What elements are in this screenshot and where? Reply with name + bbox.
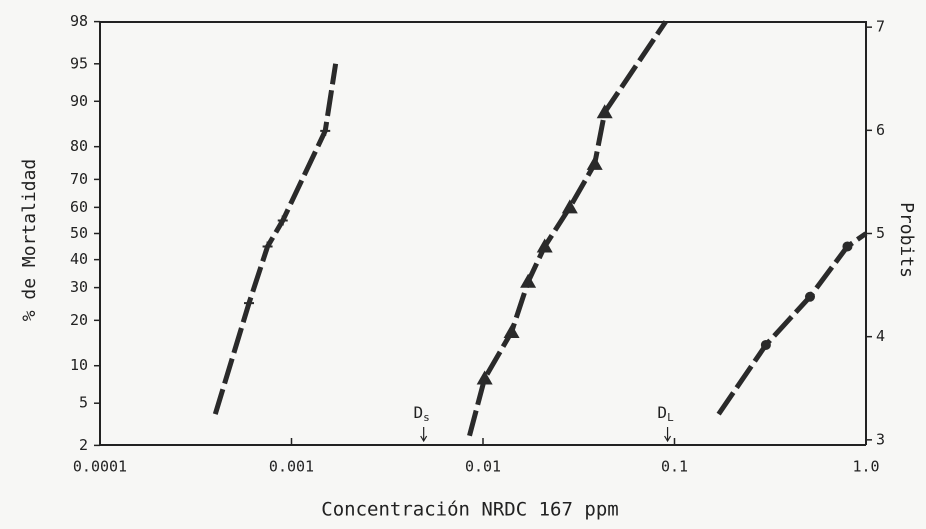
y-tick-label: 90: [70, 92, 88, 110]
y2-tick-label: 7: [876, 18, 885, 36]
annotation-arrow: [664, 427, 672, 443]
x-tick-label: 0.001: [269, 458, 314, 476]
data-point: [503, 323, 520, 338]
data-point: [804, 291, 815, 302]
y-tick-label: 40: [70, 250, 88, 268]
annotation: DL: [657, 403, 674, 425]
y-tick-label: 20: [70, 311, 88, 329]
annotation-arrow: [420, 427, 428, 443]
x-tick-label: 0.01: [465, 458, 501, 476]
y2-tick-label: 3: [876, 430, 885, 448]
x-tick-label: 1.0: [852, 458, 879, 476]
y-tick-label: 2: [79, 436, 88, 454]
data-point: [262, 241, 273, 252]
y2-tick-label: 5: [876, 224, 885, 242]
data-point: [476, 370, 493, 385]
annotation-text: D: [657, 403, 667, 422]
y-tick-label: 30: [70, 278, 88, 296]
annotation-sub: L: [667, 411, 674, 424]
data-line: [467, 20, 668, 437]
y-tick-label: 95: [70, 54, 88, 72]
data-point: [277, 215, 288, 226]
y-tick-label: 60: [70, 198, 88, 216]
y2-axis-label: Probits: [896, 202, 917, 278]
y-tick-label: 70: [70, 170, 88, 188]
annotation: Ds: [414, 403, 430, 425]
y-tick-label: 5: [79, 394, 88, 412]
x-tick-label: 0.0001: [73, 458, 127, 476]
annotation-sub: s: [423, 411, 430, 424]
y2-tick-label: 6: [876, 121, 885, 139]
data-point: [586, 155, 603, 170]
x-tick-label: 0.1: [661, 458, 688, 476]
data-point: [842, 241, 853, 252]
y2-tick-label: 4: [876, 327, 885, 345]
annotation-text: D: [414, 403, 424, 422]
data-point: [244, 298, 255, 309]
data-point: [536, 238, 553, 253]
x-axis-label: Concentración NRDC 167 ppm: [321, 499, 618, 521]
y-tick-label: 50: [70, 224, 88, 242]
y-tick-label: 80: [70, 137, 88, 155]
data-point: [561, 199, 578, 214]
data-point: [320, 125, 331, 136]
data-point: [520, 273, 537, 288]
data-line: [716, 231, 868, 416]
data-point: [760, 339, 771, 350]
data-line: [212, 63, 339, 415]
y-tick-label: 98: [70, 12, 88, 30]
y-axis-label: % de Mortalidad: [19, 159, 40, 322]
y-tick-label: 10: [70, 356, 88, 374]
data-point: [596, 104, 613, 119]
